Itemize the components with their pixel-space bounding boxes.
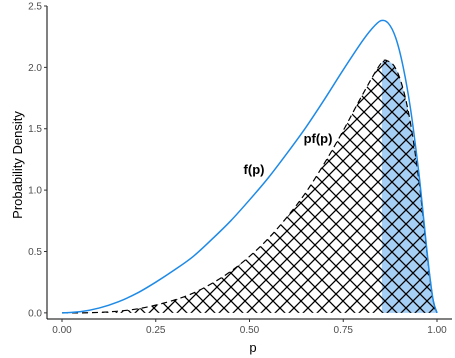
y-tick-label: 1.0 — [28, 186, 42, 197]
series-f-line — [61, 19, 438, 314]
y-tick-label: 1.5 — [28, 124, 42, 135]
x-tick-label: 0.00 — [52, 325, 72, 336]
y-axis-title: Probability Density — [10, 111, 25, 219]
y-tick-label: 0.0 — [28, 308, 42, 319]
y-axis-ticks: 0.0 0.5 1.0 1.5 2.0 2.5 — [28, 2, 47, 319]
annotation-f-of-p: f(p) — [244, 162, 265, 177]
annotation-p-f-of-p: pf(p) — [304, 131, 333, 146]
x-tick-label: 0.50 — [240, 325, 260, 336]
x-axis-title: p — [249, 340, 256, 355]
y-tick-label: 2.5 — [28, 2, 42, 13]
y-tick-label: 2.0 — [28, 63, 42, 74]
y-tick-label: 0.5 — [28, 247, 42, 258]
x-tick-label: 1.00 — [427, 325, 447, 336]
pf-crosshatch-area — [62, 60, 437, 313]
x-tick-label: 0.25 — [146, 325, 166, 336]
x-axis-ticks: 0.00 0.25 0.50 0.75 1.00 — [52, 319, 447, 336]
x-tick-label: 0.75 — [334, 325, 354, 336]
